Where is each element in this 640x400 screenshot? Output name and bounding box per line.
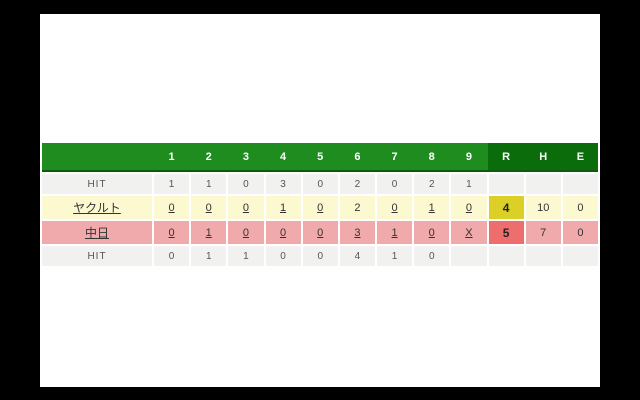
header-inning-2: 2 [205, 150, 212, 163]
scoreboard-table: 1 2 3 4 5 6 7 8 9 R H E HIT 1 1 0 3 0 2 … [42, 143, 598, 266]
header-inning-6: 6 [354, 150, 361, 163]
away-hit-hits-cell [525, 174, 561, 194]
away-inning-3-link[interactable]: 0 [228, 196, 264, 219]
home-hit-cell: 0 [302, 246, 338, 266]
away-hit-cell: 1 [191, 174, 227, 194]
header-inning-7: 7 [391, 150, 398, 163]
away-hit-cell: 1 [451, 174, 487, 194]
away-hit-runs-cell [488, 174, 524, 194]
header-inning-5: 5 [317, 150, 324, 163]
home-hit-hits-cell [525, 246, 561, 266]
scoreboard-header-background [42, 143, 598, 172]
header-inning-9: 9 [465, 150, 472, 163]
away-hit-cell: 2 [414, 174, 450, 194]
home-inning-6-link[interactable]: 3 [339, 221, 375, 244]
home-hit-runs-cell [488, 246, 524, 266]
away-inning-9-link[interactable]: 0 [451, 196, 487, 219]
home-inning-1-link[interactable]: 0 [154, 221, 190, 244]
home-hit-cell: 0 [154, 246, 190, 266]
header-errors: E [576, 150, 585, 163]
home-hit-cell: 1 [191, 246, 227, 266]
away-errors-cell: 0 [562, 196, 598, 219]
away-hit-cell: 1 [154, 174, 190, 194]
away-hit-cell: 0 [377, 174, 413, 194]
away-hit-row-label: HIT [42, 174, 152, 194]
away-hit-cell: 0 [228, 174, 264, 194]
home-runs-cell: 5 [488, 221, 524, 244]
away-hit-cell: 3 [265, 174, 301, 194]
home-inning-4-link[interactable]: 0 [265, 221, 301, 244]
away-hit-cell: 0 [302, 174, 338, 194]
header-spacer [42, 143, 152, 172]
header-inning-8: 8 [428, 150, 435, 163]
home-inning-5-link[interactable]: 0 [302, 221, 338, 244]
away-inning-1-link[interactable]: 0 [154, 196, 190, 219]
home-inning-8-link[interactable]: 0 [414, 221, 450, 244]
home-inning-9-link[interactable]: X [451, 221, 487, 244]
header-hits: H [539, 150, 548, 163]
home-team-name-link[interactable]: 中日 [42, 221, 152, 244]
scoreboard-panel: 1 2 3 4 5 6 7 8 9 R H E HIT 1 1 0 3 0 2 … [40, 14, 600, 387]
away-inning-2-link[interactable]: 0 [191, 196, 227, 219]
home-hit-cell: 1 [377, 246, 413, 266]
header-inning-4: 4 [280, 150, 287, 163]
home-inning-3-link[interactable]: 0 [228, 221, 264, 244]
home-hit-errors-cell [562, 246, 598, 266]
home-hit-row-label: HIT [42, 246, 152, 266]
away-inning-4-link[interactable]: 1 [265, 196, 301, 219]
away-inning-5-link[interactable]: 0 [302, 196, 338, 219]
home-inning-7-link[interactable]: 1 [377, 221, 413, 244]
home-hits-total-cell: 7 [525, 221, 561, 244]
away-hit-cell: 2 [339, 174, 375, 194]
away-inning-6-cell: 2 [339, 196, 375, 219]
header-inning-3: 3 [242, 150, 249, 163]
home-hit-cell: 0 [414, 246, 450, 266]
header-inning-1: 1 [168, 150, 175, 163]
away-hits-total-cell: 10 [525, 196, 561, 219]
home-errors-cell: 0 [562, 221, 598, 244]
away-inning-7-link[interactable]: 0 [377, 196, 413, 219]
away-runs-cell: 4 [488, 196, 524, 219]
home-hit-cell [451, 246, 487, 266]
home-hit-cell: 4 [339, 246, 375, 266]
home-inning-2-link[interactable]: 1 [191, 221, 227, 244]
away-inning-8-link[interactable]: 1 [414, 196, 450, 219]
home-hit-cell: 0 [265, 246, 301, 266]
header-runs: R [502, 150, 511, 163]
home-hit-cell: 1 [228, 246, 264, 266]
away-hit-errors-cell [562, 174, 598, 194]
away-team-name-link[interactable]: ヤクルト [42, 196, 152, 219]
